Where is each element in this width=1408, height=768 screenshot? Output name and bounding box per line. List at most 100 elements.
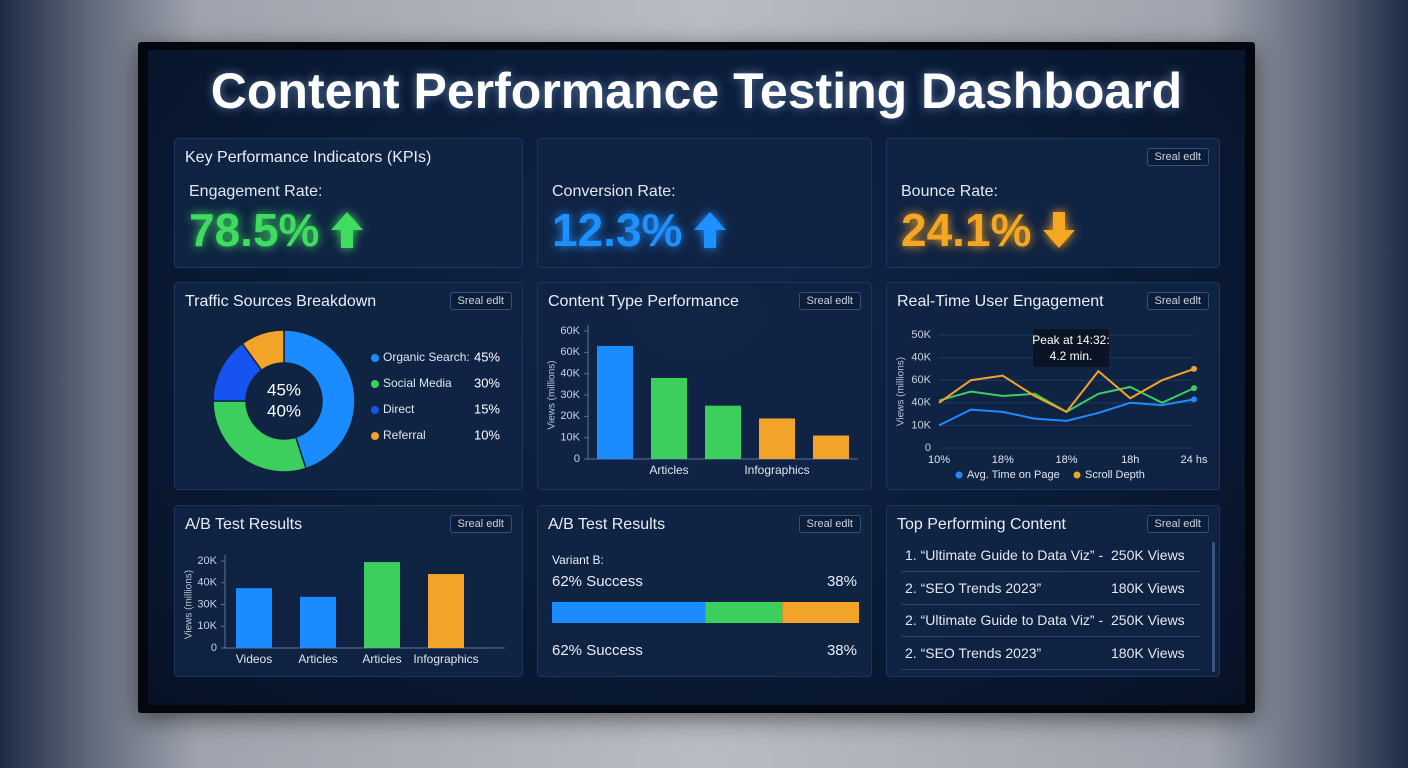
kpi-label: Bounce Rate:	[901, 183, 998, 200]
content-row: 2. “Ultimate Guide to Data Viz” - 250K Vi…	[901, 604, 1201, 637]
bar	[364, 562, 400, 648]
x-tick-label: 18%	[992, 454, 1014, 466]
panel: A/B Test Results Sreal edlt 0 10K 30K 40K 20K V…	[174, 505, 523, 677]
arrow-shape	[331, 212, 364, 248]
scrollbar	[1212, 542, 1215, 672]
arrow-shape	[694, 212, 727, 248]
panel: Real-Time User Engagement Sreal edlt 0 10K 4…	[886, 282, 1220, 490]
trend-arrow	[331, 212, 364, 248]
bar	[597, 345, 633, 459]
y-tick-label: 40K	[911, 397, 931, 409]
panel: Content Type Performance Sreal edlt 0 10K 20…	[537, 282, 872, 490]
x-tick-label: Articles	[298, 652, 337, 666]
bar	[705, 405, 741, 459]
y-tick-label: 40K	[560, 368, 580, 380]
panel-title: Key Performance Indicators (KPIs)	[185, 149, 432, 166]
x-tick-label: Videos	[236, 652, 272, 666]
split-text: 62% Success	[552, 573, 643, 590]
pie-slice	[212, 400, 307, 473]
legend-dot	[371, 406, 379, 414]
kpi-value: 78.5%	[189, 204, 320, 256]
y-tick-label: 30K	[560, 389, 580, 401]
y-tick-label: 10K	[911, 419, 931, 431]
bar	[759, 418, 795, 459]
panel-title: A/B Test Results	[185, 516, 303, 533]
y-tick-label: 20K	[560, 410, 580, 422]
content-title: 1. “Ultimate Guide to Data Viz” -	[905, 547, 1104, 563]
panel: Top Performing Content Sreal edlt 1. “Ulti…	[886, 505, 1220, 677]
panel-title: Top Performing Content	[897, 516, 1066, 533]
y-tick-label: 20K	[197, 555, 217, 567]
content-title: 2. “SEO Trends 2023”	[905, 579, 1042, 596]
end-point	[1191, 396, 1197, 403]
edit-button[interactable]: Sreal edlt	[798, 292, 861, 310]
legend-dot	[371, 432, 379, 440]
y-tick-label: 10K	[560, 432, 580, 444]
kpi-value: 24.1%	[901, 204, 1032, 256]
split-text: Variant B:	[552, 553, 604, 567]
y-tick-label: 60K	[911, 374, 931, 386]
line-series	[938, 385, 1195, 413]
bar	[428, 574, 464, 648]
y-tick-label: 40K	[911, 352, 931, 364]
bar	[236, 588, 272, 648]
edit-button[interactable]: Sreal edlt	[449, 515, 512, 533]
annotation-text: Peak at 14:32:	[1032, 333, 1109, 347]
chart-svg	[552, 602, 859, 623]
pie-slice	[241, 329, 285, 372]
panel: Traffic Sources Breakdown Sreal edlt 45% 40…	[174, 282, 523, 490]
content-views: 250K Views	[1111, 547, 1185, 563]
y-tick-label: 0	[574, 453, 580, 465]
panel: A/B Test Results Sreal edlt Variant B: 62% …	[537, 505, 872, 677]
x-tick-label: Articles	[362, 652, 401, 666]
content-views: 180K Views	[1111, 644, 1185, 661]
y-tick-label: 0	[211, 642, 217, 654]
edit-button[interactable]: Sreal edlt	[1146, 148, 1209, 166]
legend-label: Direct	[383, 402, 415, 416]
end-point	[1191, 385, 1197, 392]
y-tick-label: 60K	[560, 325, 580, 337]
content-title: 2. “Ultimate Guide to Data Viz” -	[905, 612, 1104, 628]
content-row: 2. “SEO Trends 2023” 180K Views	[901, 572, 1201, 605]
value-label: 15%	[474, 401, 500, 416]
annotation-text: 4.2 min.	[1050, 349, 1093, 363]
split-segment	[705, 602, 783, 623]
center-label: 40%	[267, 401, 301, 420]
kpi-row: 24.1%	[901, 203, 1077, 257]
y-tick-label: 60K	[560, 346, 580, 358]
x-tick-label: 18%	[1055, 454, 1077, 466]
edit-button[interactable]: Sreal edlt	[449, 292, 512, 310]
edit-button[interactable]: Sreal edlt	[1146, 515, 1209, 533]
y-tick-label: 0	[925, 442, 931, 454]
x-tick-label: 10%	[928, 454, 950, 466]
x-tick-label: Infographics	[744, 463, 809, 477]
legend-label: Referral	[383, 428, 426, 442]
value-label: 45%	[474, 349, 500, 364]
edit-button[interactable]: Sreal edlt	[798, 515, 861, 533]
content-row: 2. “SEO Trends 2023” 180K Views	[901, 637, 1201, 670]
split-segment	[552, 602, 706, 623]
legend-label: Scroll Depth	[1085, 469, 1145, 481]
legend-dot	[955, 471, 963, 479]
split-segment	[782, 602, 859, 623]
content-row: 1. “Ultimate Guide to Data Viz” - 250K Vi…	[901, 539, 1201, 572]
end-point	[1191, 365, 1197, 372]
kpi-label: Conversion Rate:	[552, 183, 676, 200]
split-text: 38%	[826, 642, 857, 659]
center-label: 45%	[267, 380, 301, 399]
bar	[300, 596, 336, 648]
kpi-value: 12.3%	[552, 204, 683, 256]
panel-title: A/B Test Results	[548, 516, 666, 533]
legend-dot	[371, 380, 379, 388]
x-tick-label: Articles	[649, 463, 688, 477]
line-series	[938, 398, 1195, 427]
annotation-box	[1033, 329, 1109, 367]
panel: Conversion Rate: 12.3%	[537, 138, 872, 268]
edit-button[interactable]: Sreal edlt	[1146, 292, 1209, 310]
x-tick-label: 24 hs	[1181, 454, 1208, 466]
y-axis-title: Views (millions)	[896, 357, 907, 426]
kpi-label: Engagement Rate:	[189, 183, 323, 200]
